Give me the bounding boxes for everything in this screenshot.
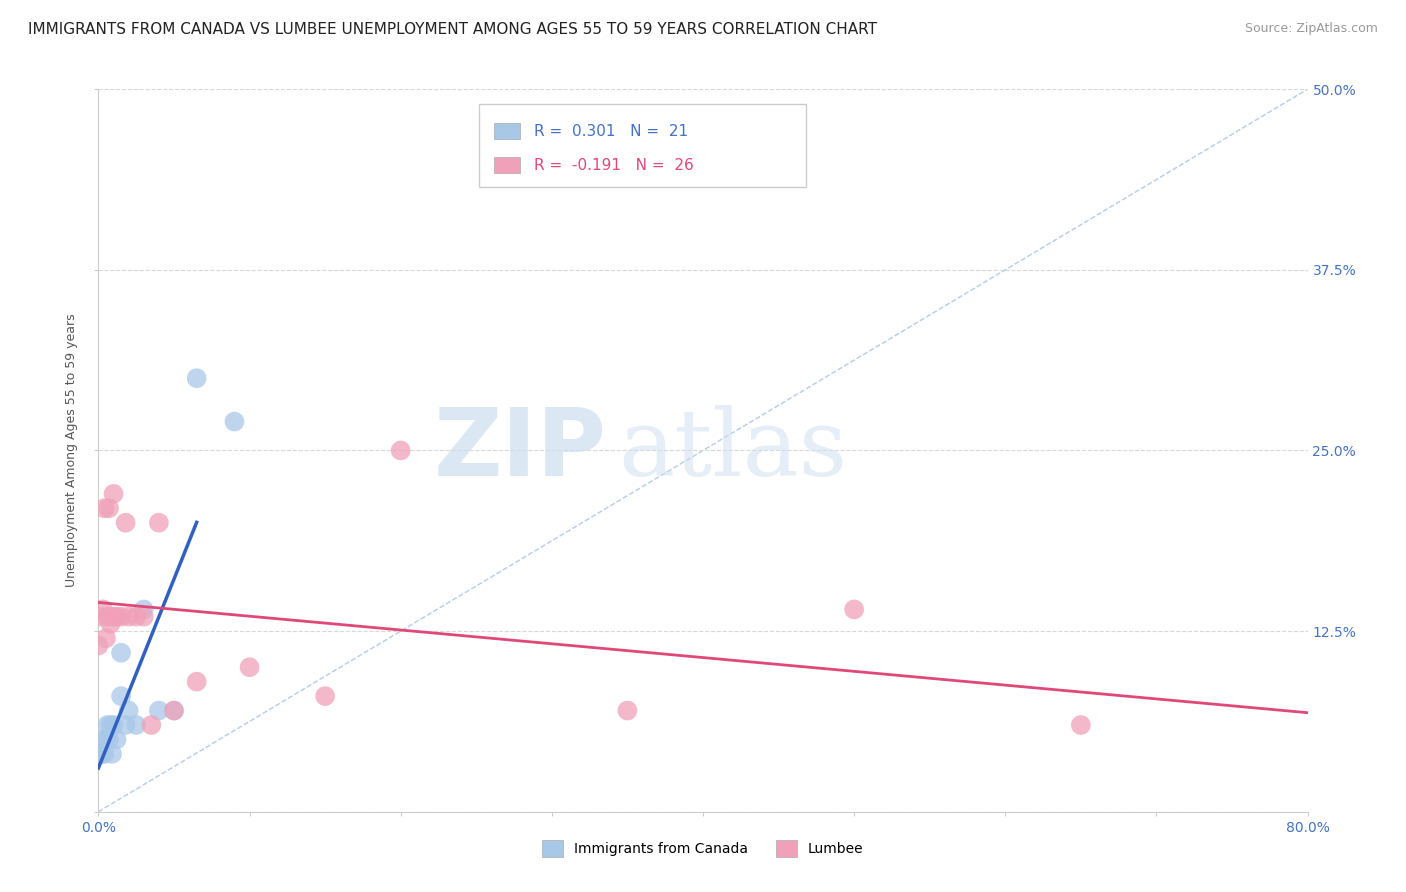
Point [114, 516, 136, 530]
Point [98, 732, 121, 747]
Point [132, 602, 155, 616]
Point [1070, 718, 1092, 732]
Point [105, 609, 128, 624]
Point [91, 602, 114, 616]
Point [94, 632, 117, 646]
Point [118, 609, 141, 624]
Point [163, 704, 186, 718]
Point [87, 639, 110, 653]
Point [91, 732, 114, 747]
Point [239, 660, 262, 674]
Point [224, 415, 246, 429]
Point [87, 747, 110, 761]
Point [314, 689, 336, 703]
Point [186, 371, 208, 385]
Bar [494, 157, 520, 173]
Point [93, 501, 115, 516]
Point [110, 646, 132, 660]
Point [103, 487, 125, 501]
Point [105, 732, 128, 747]
Point [148, 516, 170, 530]
Text: Source: ZipAtlas.com: Source: ZipAtlas.com [1244, 22, 1378, 36]
Point [125, 718, 148, 732]
Text: ZIP: ZIP [433, 404, 606, 497]
Point [118, 704, 141, 718]
Point [132, 609, 155, 624]
Point [186, 674, 208, 689]
Point [94, 732, 117, 747]
Point [103, 718, 125, 732]
FancyBboxPatch shape [479, 103, 806, 186]
Bar [494, 123, 520, 139]
Point [90, 747, 112, 761]
Point [125, 609, 148, 624]
Y-axis label: Unemployment Among Ages 55 to 59 years: Unemployment Among Ages 55 to 59 years [65, 314, 79, 587]
Point [148, 704, 170, 718]
Text: atlas: atlas [619, 406, 848, 495]
Text: IMMIGRANTS FROM CANADA VS LUMBEE UNEMPLOYMENT AMONG AGES 55 TO 59 YEARS CORRELAT: IMMIGRANTS FROM CANADA VS LUMBEE UNEMPLO… [28, 22, 877, 37]
Point [110, 609, 132, 624]
Point [93, 747, 115, 761]
Point [163, 704, 186, 718]
Point [100, 718, 122, 732]
Text: R =  -0.191   N =  26: R = -0.191 N = 26 [534, 158, 693, 172]
Point [616, 704, 638, 718]
Point [103, 609, 125, 624]
Point [844, 602, 866, 616]
Point [96, 718, 118, 732]
Point [98, 501, 121, 516]
Point [87, 609, 110, 624]
Point [114, 718, 136, 732]
Point [101, 747, 124, 761]
Point [96, 609, 118, 624]
Legend: Immigrants from Canada, Lumbee: Immigrants from Canada, Lumbee [537, 835, 869, 863]
Point [389, 443, 412, 458]
Point [100, 616, 122, 631]
Text: R =  0.301   N =  21: R = 0.301 N = 21 [534, 124, 688, 138]
Point [141, 718, 163, 732]
Point [110, 689, 132, 703]
